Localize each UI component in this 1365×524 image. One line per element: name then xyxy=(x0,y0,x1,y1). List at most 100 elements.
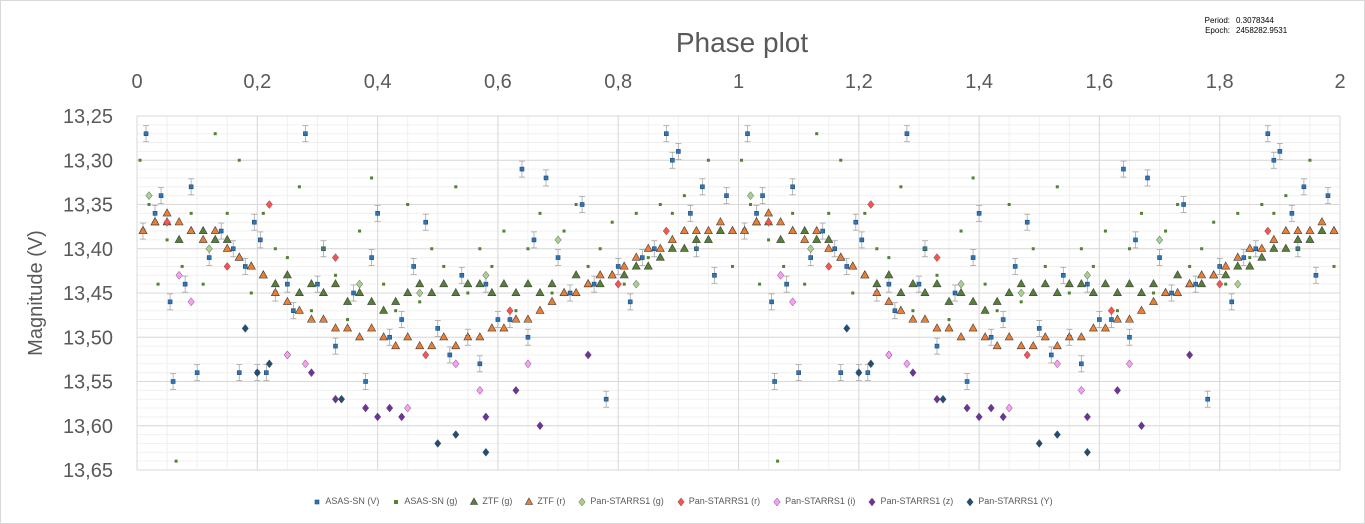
legend-label: Pan-STARRS1 (z) xyxy=(880,496,954,507)
asas-sn-g-point xyxy=(706,158,710,162)
asas-sn-g-point xyxy=(730,264,734,268)
asas-sn-g-point xyxy=(1007,203,1011,206)
pan-starrs1-i-point xyxy=(903,359,911,369)
ztf-g-point xyxy=(1173,270,1183,279)
ztf-r-point xyxy=(186,225,196,235)
pan-starrs1-i-point xyxy=(187,297,195,307)
ztf-r-point xyxy=(836,252,846,261)
asas-sn-v-point xyxy=(525,334,531,340)
asas-sn-v-point xyxy=(591,281,597,287)
grid xyxy=(136,115,1341,471)
ztf-g-point xyxy=(306,279,316,288)
ztf-r-point xyxy=(776,217,786,226)
x-tick-label: 0,8 xyxy=(604,71,632,93)
asas-sn-g-point xyxy=(165,238,169,242)
asas-sn-g-point xyxy=(1248,256,1252,260)
ztf-g-point xyxy=(908,279,918,288)
ztf-r-point xyxy=(1100,323,1110,332)
ztf-r-point xyxy=(1088,323,1098,332)
ztf-g-point xyxy=(523,279,533,288)
asas-sn-g-point xyxy=(237,158,241,162)
ztf-g-point xyxy=(463,279,473,288)
y-tick-label: 13,35 xyxy=(63,195,113,217)
ztf-r-point xyxy=(1124,314,1134,323)
asas-sn-v-point xyxy=(158,193,164,198)
ztf-r-point xyxy=(198,234,208,243)
asas-sn-g-point xyxy=(180,264,184,268)
legend-item-pan-starrs1-g: Pan-STARRS1 (g) xyxy=(577,496,664,507)
y-tick-label: 13,65 xyxy=(63,460,113,482)
asas-sn-g-point xyxy=(947,318,951,322)
asas-sn-g-point xyxy=(538,211,542,215)
pan-starrs1-g-point xyxy=(632,279,640,289)
ztf-r-point xyxy=(812,225,822,235)
epoch-value: 2458282.9531 xyxy=(1236,26,1288,35)
asas-sn-v-point xyxy=(387,334,392,340)
ztf-g-point xyxy=(655,252,665,261)
ztf-g-point xyxy=(872,279,882,288)
pan-starrs1-g-point xyxy=(1234,279,1242,289)
pan-starrs1-r-point xyxy=(422,350,430,360)
pan-starrs1-z-point xyxy=(512,385,520,395)
pan-starrs1-z-point xyxy=(584,350,592,360)
period-info: Period: 0.3078344 Epoch: 2458282.9531 xyxy=(1180,16,1300,38)
asas-sn-v-point xyxy=(769,299,774,305)
ztf-r-point xyxy=(715,217,725,226)
asas-sn-v-point xyxy=(242,264,248,269)
asas-sn-g-point xyxy=(297,185,301,189)
pan-starrs1-y-point xyxy=(253,368,261,378)
asas-sn-v-point xyxy=(182,281,188,287)
asas-sn-g-point xyxy=(430,247,434,251)
ztf-g-point xyxy=(896,287,906,297)
ztf-g-point xyxy=(643,261,653,270)
ztf-r-point xyxy=(330,323,341,332)
pan-starrs1-z-point xyxy=(909,368,917,378)
pan-starrs1-i-point xyxy=(404,403,412,413)
ztf-g-point xyxy=(691,234,701,243)
asas-sn-v-point xyxy=(976,211,982,216)
ztf-r-point xyxy=(643,243,653,252)
ztf-r-point xyxy=(571,287,581,297)
ztf-r-point xyxy=(908,314,918,323)
asas-sn-v-point xyxy=(1265,131,1271,136)
asas-sn-v-point xyxy=(236,370,242,375)
legend-marker xyxy=(525,497,534,505)
asas-sn-v-point xyxy=(639,255,645,260)
ztf-r-point xyxy=(222,243,232,252)
ztf-r-point xyxy=(800,234,810,243)
epoch-label: Epoch: xyxy=(1205,26,1230,35)
ztf-g-point xyxy=(367,296,377,305)
asas-sn-v-point xyxy=(264,370,269,375)
asas-sn-g-point xyxy=(610,220,614,224)
asas-sn-v-point xyxy=(1012,264,1018,269)
ztf-r-point xyxy=(920,314,930,323)
asas-sn-g-point xyxy=(406,203,410,206)
asas-sn-v-point xyxy=(1000,317,1006,322)
pan-starrs1-y-point xyxy=(265,359,273,369)
asas-sn-v-point xyxy=(844,264,850,269)
pan-starrs1-z-point xyxy=(963,403,971,413)
asas-sn-v-point xyxy=(555,255,561,260)
ztf-g-point xyxy=(1293,234,1303,243)
asas-sn-v-point xyxy=(188,184,194,190)
ztf-r-point xyxy=(258,270,268,279)
x-tick-label: 0 xyxy=(131,71,142,93)
asas-sn-g-point xyxy=(526,247,530,251)
pan-starrs1-y-point xyxy=(1035,439,1043,448)
asas-sn-v-point xyxy=(627,299,633,305)
pan-starrs1-y-point xyxy=(482,447,490,457)
asas-sn-v-point xyxy=(1079,361,1084,367)
asas-sn-g-point xyxy=(189,211,193,215)
legend-item-ztf-g: ZTF (g) xyxy=(469,496,512,507)
ztf-g-point xyxy=(1100,279,1110,288)
asas-sn-v-point xyxy=(543,175,549,181)
ztf-g-point xyxy=(330,279,341,288)
ztf-r-point xyxy=(1028,340,1038,350)
ztf-g-point xyxy=(487,287,497,297)
ztf-g-point xyxy=(1052,287,1062,297)
asas-sn-v-point xyxy=(1181,202,1186,207)
ztf-g-point xyxy=(294,287,304,297)
pan-starrs1-g-point xyxy=(416,288,424,298)
asas-sn-g-point xyxy=(1236,211,1240,215)
pan-starrs1-z-point xyxy=(987,403,995,413)
